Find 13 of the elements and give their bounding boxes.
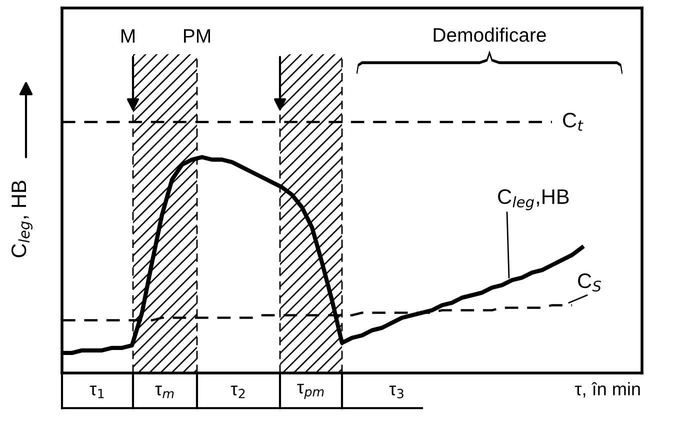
series-label: C$_{S}$ xyxy=(578,273,602,292)
y-axis-title: C$_{leg}$, HB xyxy=(11,180,32,258)
text: τ$_{1}$ xyxy=(90,386,104,398)
text: τ$_{3}$ xyxy=(389,386,404,398)
text: τ$_{pm}$ xyxy=(297,384,324,399)
text: τ$_{m}$ xyxy=(155,386,174,398)
text: M xyxy=(121,29,135,43)
text: PM xyxy=(184,29,210,43)
text: τ$_{2}$ xyxy=(230,386,245,398)
text: Demodificare xyxy=(434,28,546,42)
x-axis-title: τ, în min xyxy=(574,382,640,398)
series-label: C$_{t}$ xyxy=(563,112,584,131)
series-label: C$_{leg}$,HB xyxy=(498,189,569,210)
